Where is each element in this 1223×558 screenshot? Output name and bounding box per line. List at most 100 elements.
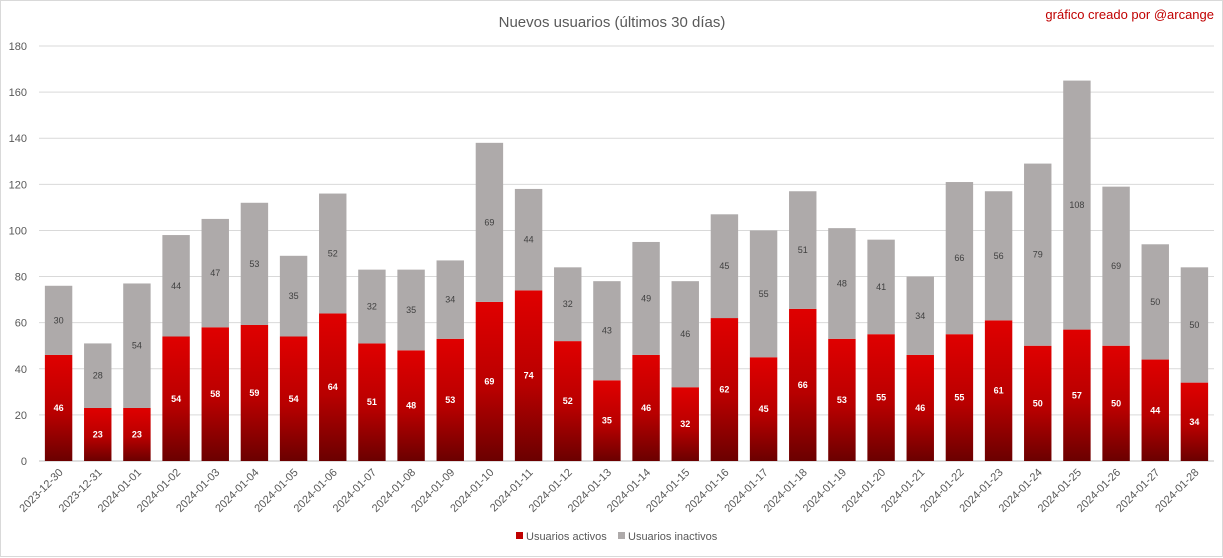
bar-inactive <box>1063 80 1091 330</box>
data-label-active: 50 <box>1111 398 1121 408</box>
bar-inactive <box>710 214 739 319</box>
data-label-active: 34 <box>1189 417 1199 427</box>
bar-inactive <box>123 283 151 408</box>
data-label-active: 50 <box>1033 398 1043 408</box>
y-tick-label: 80 <box>15 272 27 284</box>
x-axis: 2023-12-302023-12-312024-01-012024-01-02… <box>17 467 1201 515</box>
data-label-inactive: 34 <box>915 311 925 321</box>
gridlines <box>39 45 1214 462</box>
bar-active <box>1141 359 1169 461</box>
legend: Usuarios activos Usuarios inactivos <box>516 531 718 543</box>
bar-inactive <box>201 218 229 328</box>
data-label-inactive: 69 <box>1111 261 1121 271</box>
data-label-inactive: 30 <box>54 315 64 325</box>
bar-inactive <box>906 276 934 355</box>
bar-active <box>789 308 817 461</box>
data-label-active: 62 <box>719 385 729 395</box>
bar-inactive <box>1024 163 1052 346</box>
data-label-active: 59 <box>249 388 259 398</box>
data-label-inactive: 34 <box>445 295 455 305</box>
data-label-inactive: 50 <box>1189 320 1199 330</box>
bar-active <box>1180 382 1209 461</box>
bar-inactive <box>436 260 464 339</box>
data-label-active: 66 <box>798 380 808 390</box>
data-label-active: 74 <box>524 371 534 381</box>
data-label-active: 61 <box>994 386 1004 396</box>
data-label-active: 69 <box>484 376 494 386</box>
y-tick-label: 120 <box>9 179 27 191</box>
bar-inactive <box>632 241 660 355</box>
data-label-inactive: 55 <box>759 289 769 299</box>
bar-active <box>514 290 543 461</box>
data-label-inactive: 51 <box>798 245 808 255</box>
bar-active <box>123 407 151 461</box>
bar-active <box>945 334 974 461</box>
bar-active <box>1024 345 1052 461</box>
bar-inactive <box>279 255 308 337</box>
data-label-inactive: 35 <box>289 291 299 301</box>
bar-inactive <box>554 267 582 342</box>
bar-inactive <box>1141 244 1169 360</box>
y-axis: 0 20 40 60 80 100 120 140 160 180 <box>9 41 27 468</box>
data-label-inactive: 56 <box>994 251 1004 261</box>
bar-active <box>358 343 386 461</box>
legend-swatch-inactive <box>618 532 625 539</box>
data-label-active: 46 <box>641 403 651 413</box>
data-label-inactive: 32 <box>367 302 377 312</box>
bar-active <box>84 407 112 461</box>
bar-inactive <box>397 269 425 351</box>
data-label-active: 51 <box>367 397 377 407</box>
bar-inactive <box>358 269 386 344</box>
bar-active <box>436 338 464 461</box>
data-label-inactive: 79 <box>1033 250 1043 260</box>
bar-active <box>554 341 582 461</box>
y-tick-label: 100 <box>9 225 27 237</box>
data-label-inactive: 53 <box>249 259 259 269</box>
bar-active <box>397 350 425 461</box>
bar-active <box>671 387 699 461</box>
chart-title: Nuevos usuarios (últimos 30 días) <box>499 14 726 31</box>
bar-inactive <box>867 239 895 335</box>
data-label-inactive: 49 <box>641 293 651 303</box>
data-label-inactive: 47 <box>210 268 220 278</box>
y-tick-label: 140 <box>9 133 27 145</box>
data-label-inactive: 66 <box>954 253 964 263</box>
data-label-active: 64 <box>328 382 338 392</box>
data-label-inactive: 54 <box>132 341 142 351</box>
data-label-inactive: 108 <box>1069 200 1084 210</box>
bar-inactive <box>475 142 504 302</box>
data-label-inactive: 41 <box>876 282 886 292</box>
data-label-active: 45 <box>759 404 769 414</box>
data-label-inactive: 45 <box>719 261 729 271</box>
data-label-active: 46 <box>54 403 64 413</box>
bar-inactive <box>319 193 347 314</box>
data-label-active: 58 <box>210 389 220 399</box>
chart-credit: gráfico creado por @arcange <box>1045 7 1214 22</box>
bar-inactive <box>789 191 817 309</box>
y-tick-label: 180 <box>9 41 27 53</box>
bar-active <box>44 354 73 461</box>
bar-inactive <box>44 285 73 355</box>
data-label-inactive: 43 <box>602 326 612 336</box>
bar-active <box>1102 345 1130 461</box>
bar-active <box>749 357 778 461</box>
bar-active <box>632 354 660 461</box>
bar-active <box>1063 329 1091 461</box>
bar-inactive <box>945 182 974 335</box>
bar-active <box>319 313 347 461</box>
data-label-active: 35 <box>602 416 612 426</box>
bar-inactive <box>514 188 543 291</box>
bar-active <box>475 301 504 461</box>
y-tick-label: 0 <box>21 456 27 468</box>
bar-active <box>867 334 895 461</box>
bar-inactive <box>84 343 112 408</box>
data-label-active: 52 <box>563 396 573 406</box>
data-label-active: 53 <box>445 395 455 405</box>
data-label-inactive: 28 <box>93 371 103 381</box>
data-label-active: 55 <box>876 393 886 403</box>
bar-active <box>593 380 621 461</box>
legend-label-inactive: Usuarios inactivos <box>628 531 718 543</box>
data-label-active: 53 <box>837 395 847 405</box>
bar-active <box>984 320 1013 461</box>
